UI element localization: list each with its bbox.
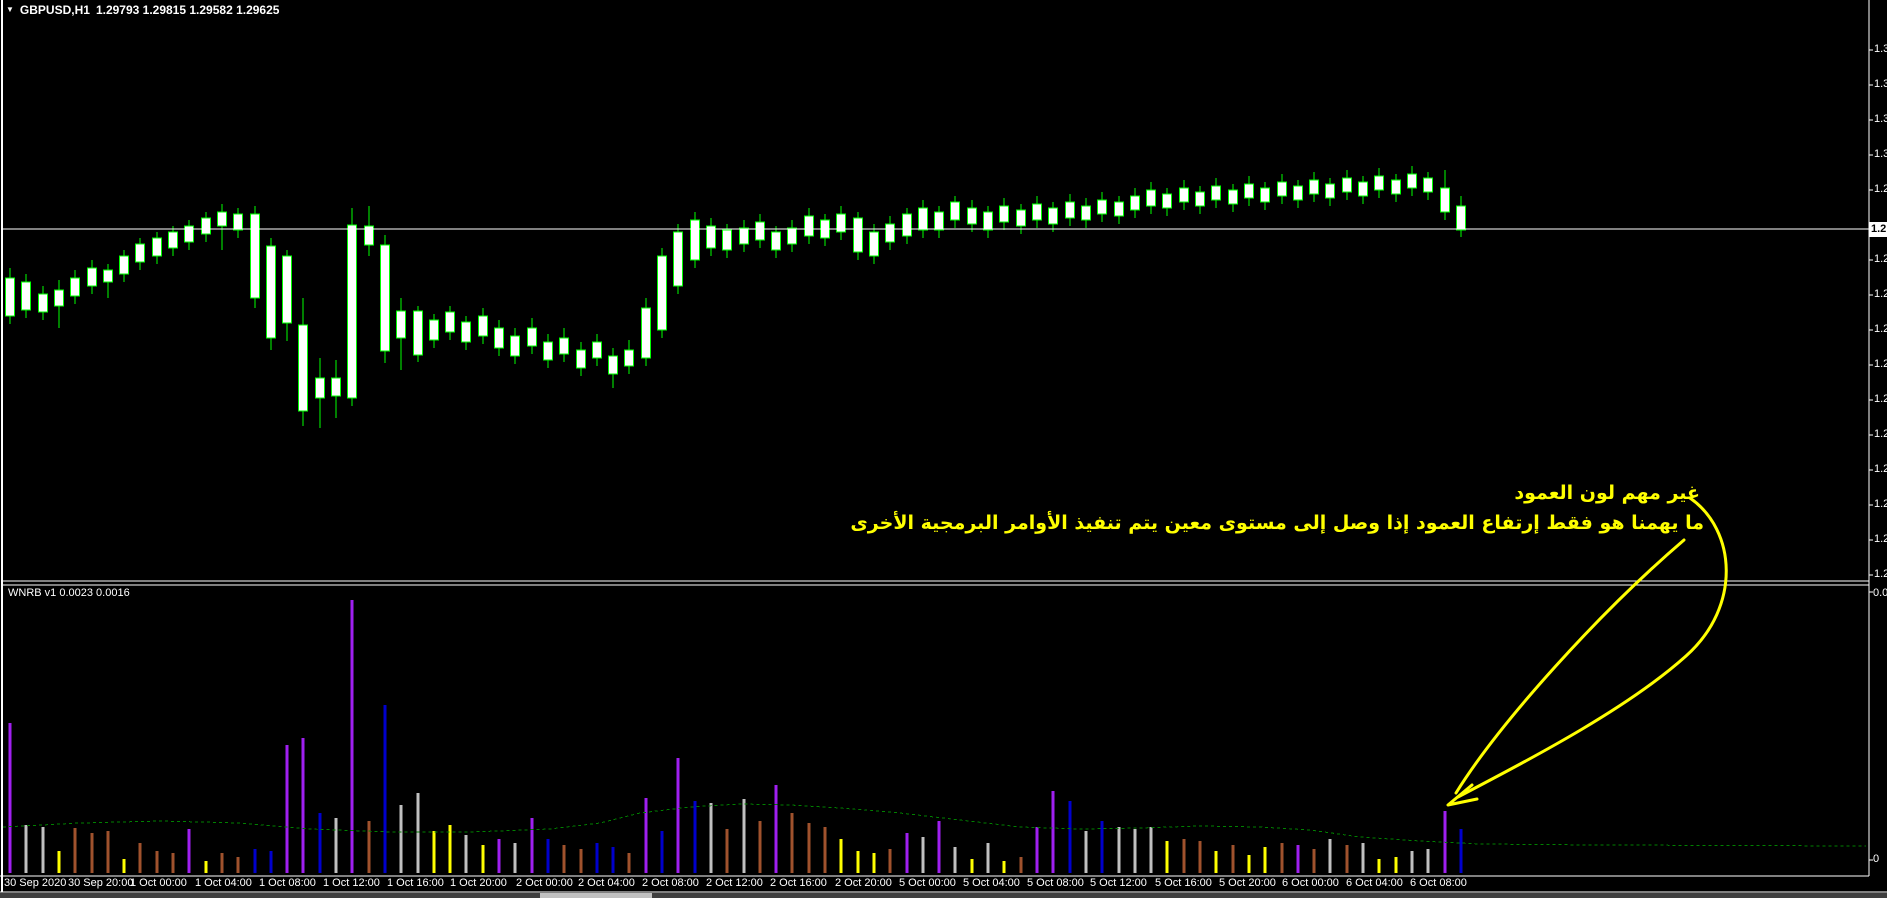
price-tick-label: 1.3 — [1874, 148, 1887, 160]
time-axis-label: 1 Oct 00:00 — [130, 877, 187, 889]
symbol-title: GBPUSD,H1 — [19, 3, 90, 17]
time-axis-label: 2 Oct 12:00 — [706, 877, 763, 889]
annotation-arrow — [1446, 496, 1728, 807]
time-axis-label: 5 Oct 04:00 — [963, 877, 1020, 889]
symbol-bar: ▼ GBPUSD,H1 1.29793 1.29815 1.29582 1.29… — [6, 3, 279, 17]
price-tick-label: 1.3 — [1874, 43, 1887, 55]
indicator-histogram — [8, 600, 1463, 873]
time-axis-label: 5 Oct 16:00 — [1155, 877, 1212, 889]
price-tick-label: 1.2 — [1874, 533, 1887, 545]
price-tick-label: 1.2 — [1874, 253, 1887, 265]
time-axis-label: 1 Oct 20:00 — [450, 877, 507, 889]
indicator-label: WNRB v1 0.0023 0.0016 — [8, 587, 130, 599]
indicator-threshold-dashed-line — [2, 803, 1867, 847]
time-axis-label: 6 Oct 08:00 — [1410, 877, 1467, 889]
time-axis-label: 2 Oct 20:00 — [835, 877, 892, 889]
price-axis-ticks — [1869, 49, 1873, 861]
price-tick-label: 1.2 — [1874, 288, 1887, 300]
price-tick-label: 1.2 — [1874, 568, 1887, 580]
time-axis-label: 2 Oct 16:00 — [770, 877, 827, 889]
price-tick-label: 1.2 — [1874, 393, 1887, 405]
scrollbar-thumb[interactable] — [540, 893, 652, 898]
time-axis-label: 5 Oct 00:00 — [899, 877, 956, 889]
annotation-text-line2: ما يهمنا هو فقط إرتفاع العمود إذا وصل إل… — [850, 512, 1704, 534]
price-tick-label: 1.2 — [1874, 498, 1887, 510]
time-axis-label: 6 Oct 04:00 — [1346, 877, 1403, 889]
time-axis-label: 6 Oct 00:00 — [1282, 877, 1339, 889]
time-axis-label: 1 Oct 12:00 — [323, 877, 380, 889]
annotation-text-line1: غير مهم لون العمود — [1514, 482, 1700, 504]
time-axis-label: 5 Oct 12:00 — [1090, 877, 1147, 889]
chevron-down-icon[interactable]: ▼ — [6, 5, 14, 14]
time-axis-label: 30 Sep 20:00 — [68, 877, 134, 889]
time-axis-label: 30 Sep 2020 — [4, 877, 67, 889]
indicator-axis-zero-label: 0 — [1873, 853, 1880, 865]
candlestick-series — [5, 166, 1466, 428]
price-tick-label: 1.2 — [1874, 183, 1887, 195]
time-axis-label: 1 Oct 16:00 — [387, 877, 444, 889]
price-tick-label: 1.2 — [1874, 463, 1887, 475]
time-axis-label: 2 Oct 00:00 — [516, 877, 573, 889]
time-axis-label: 1 Oct 04:00 — [195, 877, 252, 889]
current-price-badge: 1.2 — [1869, 222, 1887, 237]
time-axis-label: 2 Oct 04:00 — [578, 877, 635, 889]
price-tick-label: 1.3 — [1874, 78, 1887, 90]
symbol-ohlc-values: 1.29793 1.29815 1.29582 1.29625 — [95, 3, 280, 17]
time-axis-label: 2 Oct 08:00 — [642, 877, 699, 889]
horizontal-scrollbar[interactable] — [0, 893, 1887, 898]
time-axis-label: 5 Oct 08:00 — [1027, 877, 1084, 889]
price-tick-label: 1.2 — [1874, 428, 1887, 440]
time-axis-label: 5 Oct 20:00 — [1219, 877, 1276, 889]
indicator-axis-max-label: 0.0 — [1873, 587, 1887, 599]
time-axis-label: 1 Oct 08:00 — [259, 877, 316, 889]
price-tick-label: 1.3 — [1874, 113, 1887, 125]
price-tick-label: 1.2 — [1874, 323, 1887, 335]
price-tick-label: 1.2 — [1874, 358, 1887, 370]
